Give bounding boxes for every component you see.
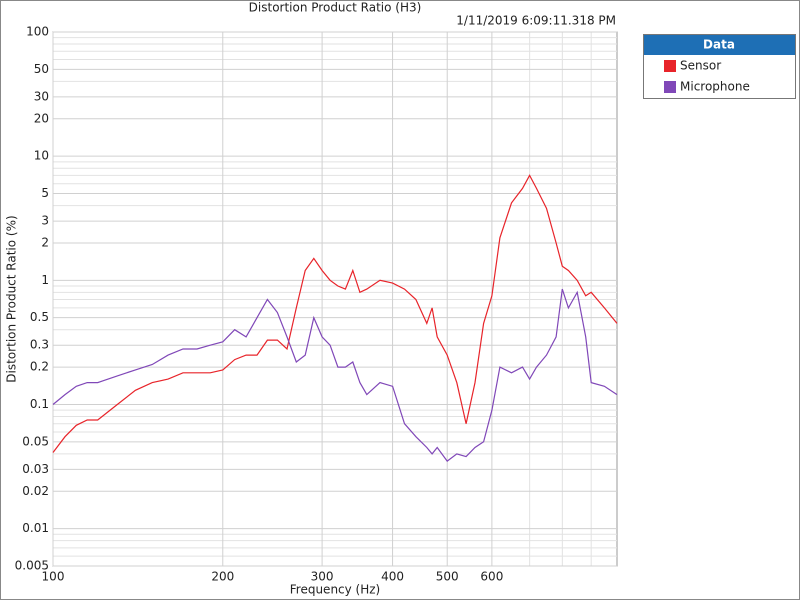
y-tick-label: 0.3 — [30, 338, 49, 352]
series-line — [52, 288, 618, 462]
y-tick-label: 0.01 — [22, 521, 49, 535]
x-axis-label: Frequency (Hz) — [290, 583, 381, 597]
y-tick-label: 30 — [34, 89, 49, 103]
plot-area — [52, 31, 618, 567]
legend-title: Data — [703, 38, 735, 52]
x-tick-label: 600 — [480, 570, 503, 584]
y-tick-label: 3 — [41, 214, 49, 228]
y-axis-label: Distortion Product Ratio (%) — [5, 215, 19, 382]
timestamp: 1/11/2019 6:09:11.318 PM — [456, 14, 616, 28]
y-tick-label: 0.005 — [15, 559, 49, 573]
y-tick-label: 1 — [41, 273, 49, 287]
y-tick-label: 0.02 — [22, 484, 49, 498]
y-tick-label: 100 — [26, 25, 49, 39]
y-tick-label: 10 — [34, 149, 49, 163]
legend-swatch — [664, 60, 676, 72]
y-tick-label: 2 — [41, 235, 49, 249]
series-line — [52, 174, 618, 453]
chart-title: Distortion Product Ratio (H3) — [249, 1, 422, 15]
y-tick-label: 0.1 — [30, 397, 49, 411]
x-tick-label: 300 — [311, 570, 334, 584]
x-tick-label: 100 — [42, 570, 65, 584]
y-tick-label: 5 — [41, 186, 49, 200]
y-tick-label: 0.05 — [22, 434, 49, 448]
y-tick-label: 50 — [34, 62, 49, 76]
legend-label: Microphone — [680, 80, 750, 94]
y-tick-label: 0.03 — [22, 462, 49, 476]
y-tick-label: 0.5 — [30, 310, 49, 324]
legend-label: Sensor — [680, 59, 721, 73]
y-tick-label: 20 — [34, 111, 49, 125]
x-tick-label: 500 — [436, 570, 459, 584]
legend-swatch — [664, 81, 676, 93]
x-tick-label: 400 — [381, 570, 404, 584]
legend-header — [644, 35, 795, 55]
x-tick-label: 200 — [211, 570, 234, 584]
y-tick-label: 0.2 — [30, 360, 49, 374]
